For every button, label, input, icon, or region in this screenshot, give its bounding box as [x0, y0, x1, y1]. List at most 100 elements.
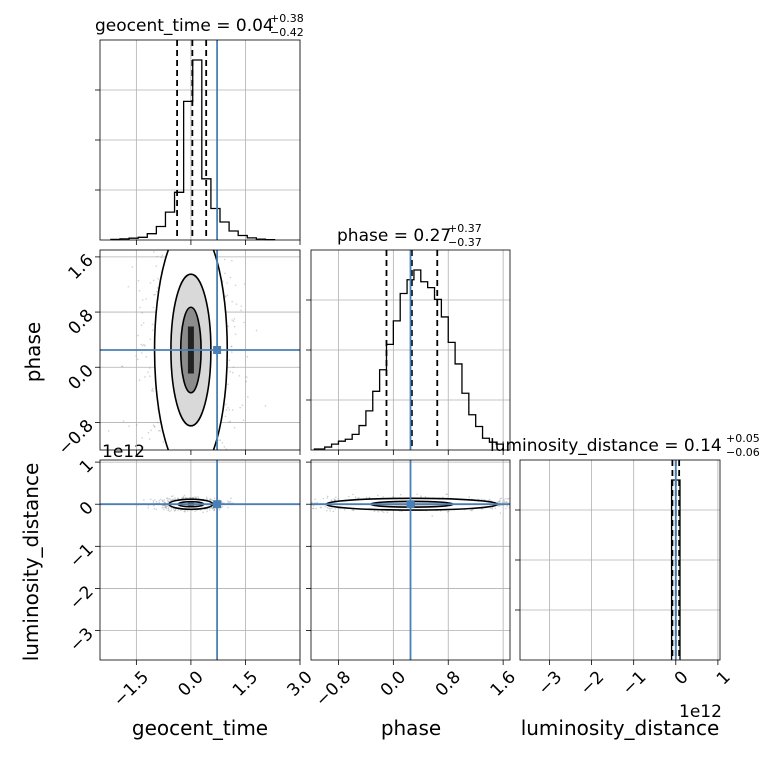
sample-point [205, 513, 207, 515]
sample-point [491, 508, 494, 510]
sample-point [137, 279, 140, 282]
panel-content-phase-luminosity_distance [279, 460, 597, 660]
sample-point [331, 499, 333, 502]
sample-point [107, 430, 110, 432]
sample-point [167, 508, 170, 510]
title-phase-minus: −0.37 [448, 236, 482, 249]
sample-point [161, 500, 164, 502]
sample-point [306, 500, 308, 502]
sample-point [289, 502, 291, 504]
sample-point [218, 214, 220, 216]
sample-point [192, 496, 194, 499]
sample-point [308, 506, 310, 508]
sample-point [229, 370, 232, 373]
sample-point [446, 511, 449, 513]
sample-point [186, 450, 188, 452]
title-luminosity-distance-minus: −0.06 [726, 446, 760, 459]
sample-point [212, 246, 214, 248]
sample-point [224, 458, 226, 460]
sample-point [188, 467, 190, 469]
sample-point [228, 421, 230, 424]
sample-point [202, 511, 204, 514]
sample-point [225, 403, 227, 406]
ytick-label-luminosity_distance: 0 [76, 498, 98, 520]
sample-point [330, 499, 333, 501]
sample-point [147, 506, 150, 509]
sample-point [308, 506, 310, 508]
sample-point [180, 579, 182, 581]
sample-point [183, 494, 186, 497]
sample-point [159, 498, 162, 501]
sample-point [241, 404, 244, 406]
sample-point [225, 454, 227, 456]
sample-point [311, 501, 313, 504]
sample-point [149, 367, 151, 369]
sample-point [143, 219, 145, 221]
sample-point [337, 498, 340, 500]
xtick-label-luminosity_distance: −1 [619, 667, 651, 699]
sample-point [595, 500, 597, 502]
sample-point [234, 284, 237, 287]
grid-diag-0 [100, 40, 301, 240]
sample-point [156, 287, 159, 289]
title-phase: phase = 0.27 [337, 226, 451, 246]
sample-point [306, 506, 308, 508]
sample-point [229, 276, 232, 279]
sample-point [155, 500, 158, 503]
sample-point [187, 463, 189, 465]
sample-point [137, 358, 139, 361]
xtick-label-phase: 0.8 [432, 667, 465, 700]
sample-point [228, 409, 231, 411]
sample-point [211, 204, 213, 206]
sample-point [171, 499, 173, 501]
sample-point [177, 497, 179, 500]
sample-point [181, 451, 183, 453]
ytick-label-luminosity_distance: 1 [76, 456, 98, 478]
title-geocent-time: geocent_time = 0.04 [95, 16, 274, 36]
sample-point [334, 508, 336, 510]
sample-point [162, 441, 165, 443]
sample-point [555, 502, 557, 504]
sample-point [368, 497, 371, 499]
sample-point [243, 170, 245, 172]
sample-point [304, 503, 306, 505]
sample-point [208, 509, 211, 511]
sample-point [172, 498, 174, 501]
sample-point [230, 345, 233, 348]
sample-point [264, 405, 267, 407]
sample-point [140, 352, 143, 354]
sample-point [170, 507, 173, 509]
sample-point [147, 431, 150, 434]
sample-point [174, 509, 177, 512]
sample-point [185, 473, 187, 475]
sample-point [153, 507, 156, 510]
sample-point [382, 511, 385, 514]
sample-point [152, 424, 155, 427]
sample-point [279, 506, 281, 508]
sample-point [209, 498, 212, 501]
xtick-label-phase: −0.8 [312, 667, 355, 710]
sample-point [227, 325, 230, 328]
sample-point [200, 245, 202, 247]
sample-point [499, 500, 502, 502]
sample-point [500, 497, 503, 500]
sample-point [527, 504, 529, 506]
sample-point [399, 493, 402, 496]
sample-point [246, 231, 248, 233]
sample-point [351, 509, 353, 511]
sample-point [211, 506, 214, 509]
sample-point [232, 366, 235, 369]
sample-point [243, 321, 245, 324]
sample-point [154, 452, 156, 454]
sample-point [239, 406, 242, 409]
sample-point [157, 237, 159, 239]
sample-point [156, 421, 159, 424]
sample-point [188, 496, 191, 499]
sample-point [218, 509, 221, 511]
sample-point [139, 306, 141, 309]
sample-point [322, 497, 325, 500]
sample-point [137, 171, 139, 173]
sample-point [166, 187, 168, 189]
xtick-label-geocent_time: −1.5 [110, 667, 153, 710]
